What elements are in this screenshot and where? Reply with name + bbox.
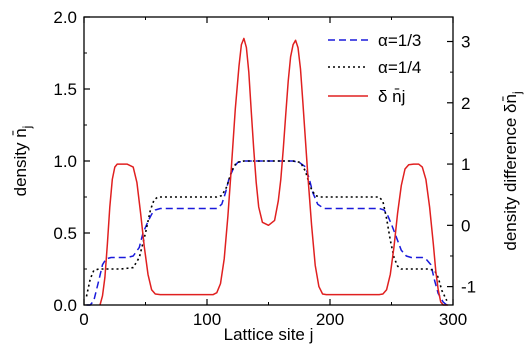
y-left-tick-label: 0.5 — [53, 224, 77, 243]
series-line-0 — [86, 160, 448, 306]
ticks-layer: 0 100 200 300 0.0 0.5 1.0 1.5 2.0 -1 0 1 2 3 — [53, 8, 476, 329]
series-line-1 — [85, 160, 448, 302]
y-right-tick-label: 3 — [461, 33, 470, 52]
y-right-tick-label: 1 — [461, 155, 470, 174]
legend-label-0: α=1/3 — [378, 31, 421, 50]
y-left-tick-label: 1.5 — [53, 80, 77, 99]
x-tick-label: 0 — [79, 310, 88, 329]
legend-label-2: δ n̄j — [378, 87, 405, 106]
y-left-tick-label: 1.0 — [53, 152, 77, 171]
axis-labels: Lattice site j density n̄j density differe… — [11, 91, 524, 344]
x-axis-label: Lattice site j — [224, 325, 314, 344]
y-left-label-text: density n̄j — [11, 126, 34, 197]
y-right-tick-label: 0 — [461, 216, 470, 235]
y-left-tick-label: 0.0 — [53, 296, 77, 315]
y-right-axis-label: density difference δn̄j — [501, 91, 524, 250]
series-layer — [85, 37, 449, 306]
y-left-axis-label: density n̄j — [11, 126, 34, 197]
legend: α=1/3 α=1/4 δ n̄j — [328, 31, 421, 106]
series-line-2 — [99, 37, 449, 306]
x-tick-label: 200 — [316, 310, 344, 329]
y-left-tick-label: 2.0 — [53, 8, 77, 27]
x-tick-label: 300 — [439, 310, 467, 329]
y-right-label-text: density difference δn̄j — [501, 91, 524, 250]
x-tick-label: 100 — [193, 310, 221, 329]
legend-label-1: α=1/4 — [378, 58, 421, 77]
y-right-tick-label: -1 — [461, 278, 476, 297]
y-right-tick-label: 2 — [461, 94, 470, 113]
